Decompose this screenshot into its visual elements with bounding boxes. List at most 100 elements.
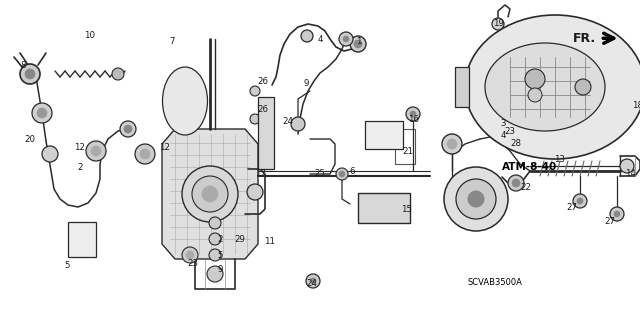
Text: 15: 15 [401,204,413,213]
Text: 10: 10 [84,32,95,41]
Text: 9: 9 [218,264,223,273]
Text: 3: 3 [500,120,506,129]
Bar [68,222,96,257]
Circle shape [207,266,223,282]
Circle shape [336,168,348,180]
Text: 25: 25 [314,169,326,179]
Text: 17: 17 [255,169,266,179]
Circle shape [291,117,305,131]
Circle shape [468,191,484,207]
Circle shape [37,108,47,118]
Text: 5: 5 [217,250,223,259]
Text: 27: 27 [566,203,577,211]
Bar [358,193,410,223]
Circle shape [442,134,462,154]
Circle shape [124,125,132,133]
Text: 7: 7 [169,36,175,46]
Circle shape [512,179,520,187]
Circle shape [406,107,420,121]
Circle shape [91,146,101,156]
Circle shape [456,179,496,219]
Text: 21: 21 [403,146,413,155]
Circle shape [301,30,313,42]
Text: 11: 11 [264,236,275,246]
Text: 13: 13 [554,154,566,164]
Text: 2: 2 [217,234,223,243]
Circle shape [209,233,221,245]
Circle shape [573,194,587,208]
Circle shape [343,36,349,42]
Text: 22: 22 [520,182,531,191]
Text: SCVAB3500A: SCVAB3500A [467,278,522,287]
Circle shape [209,217,221,229]
Circle shape [575,79,591,95]
Text: 6: 6 [349,167,355,175]
Circle shape [202,186,218,202]
Circle shape [350,36,366,52]
Text: 8: 8 [20,62,26,70]
Circle shape [192,176,228,212]
Text: 20: 20 [24,135,35,144]
Circle shape [410,111,416,117]
Circle shape [339,171,345,177]
Bar [258,97,274,169]
Ellipse shape [465,15,640,159]
Circle shape [525,69,545,89]
Circle shape [444,167,508,231]
Text: 16: 16 [408,115,419,123]
Circle shape [306,274,320,288]
Text: 23: 23 [188,259,198,269]
Text: 19: 19 [493,19,504,27]
Text: 2: 2 [77,162,83,172]
Circle shape [86,141,106,161]
Text: 12: 12 [159,143,170,152]
Text: 27: 27 [605,217,616,226]
Text: 9: 9 [303,79,308,88]
Circle shape [20,64,40,84]
Text: 28: 28 [511,138,522,147]
Text: 14: 14 [625,168,637,177]
Circle shape [182,247,198,263]
Bar [365,121,403,149]
Circle shape [42,146,58,162]
Circle shape [250,114,260,124]
Circle shape [112,68,124,80]
Text: 12: 12 [74,143,86,152]
Text: 1: 1 [356,36,362,46]
Circle shape [209,249,221,261]
Text: FR.: FR. [573,32,596,45]
Circle shape [186,251,194,259]
Text: 26: 26 [257,77,269,85]
Circle shape [508,175,524,191]
Text: 24: 24 [307,279,317,288]
Ellipse shape [163,67,207,135]
Text: 4: 4 [317,34,323,43]
Text: 5: 5 [64,261,70,270]
Bar [455,67,469,107]
Ellipse shape [485,43,605,131]
Text: 24: 24 [282,116,294,125]
Circle shape [120,121,136,137]
Circle shape [247,184,263,200]
Circle shape [447,139,457,149]
Circle shape [492,18,504,30]
Circle shape [135,144,155,164]
Text: 4: 4 [500,131,506,140]
Polygon shape [162,129,258,259]
Circle shape [528,88,542,102]
Text: 18: 18 [632,101,640,110]
Circle shape [310,278,316,284]
Circle shape [140,149,150,159]
Text: 26: 26 [257,105,269,114]
Circle shape [250,86,260,96]
Text: 23: 23 [504,127,515,136]
Text: 29: 29 [235,234,245,243]
Circle shape [620,159,634,173]
Circle shape [577,198,583,204]
Circle shape [339,32,353,46]
Circle shape [182,166,238,222]
Text: ATM-8-40: ATM-8-40 [502,162,557,173]
Circle shape [354,40,362,48]
Circle shape [614,211,620,217]
Circle shape [610,207,624,221]
